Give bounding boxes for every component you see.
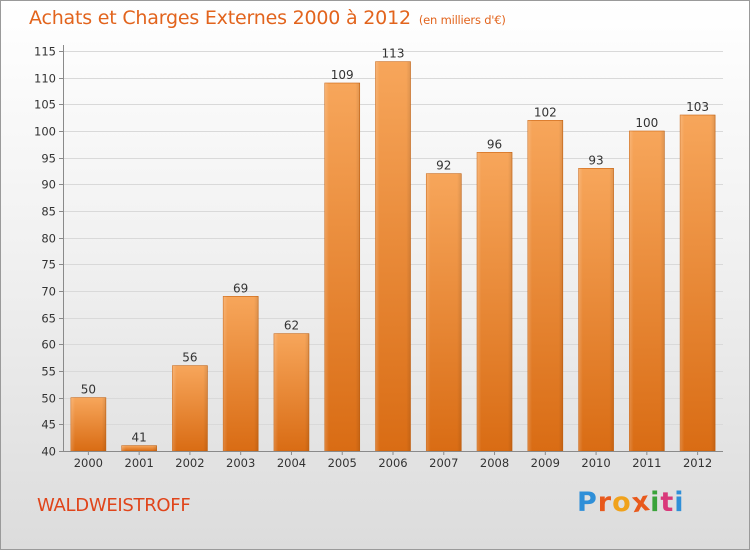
x-tick-label: 2008 <box>480 456 509 470</box>
bar-shading <box>477 152 513 452</box>
bar-shading <box>121 445 157 451</box>
x-tick-label: 2000 <box>74 456 103 470</box>
data-label: 69 <box>233 281 248 295</box>
data-label: 109 <box>331 68 354 82</box>
label-layer: 50 41 56 69 62 109 113 92 96 102 93 100 103 <box>81 47 709 445</box>
y-tick-label: 40 <box>41 445 56 459</box>
y-tick-label: 55 <box>41 365 56 379</box>
bar-layer <box>70 61 716 452</box>
commune-name: WALDWEISTROFF <box>37 495 191 516</box>
data-label: 113 <box>382 47 405 61</box>
data-label: 93 <box>588 153 603 167</box>
bar-shading <box>578 168 614 452</box>
y-tick-label: 60 <box>41 338 56 352</box>
logo-letter: r <box>597 487 613 518</box>
bar-shading <box>273 333 309 451</box>
logo-letter: P <box>577 487 598 518</box>
data-label: 50 <box>81 383 96 397</box>
x-tick-label: 2003 <box>226 456 255 470</box>
bar-shading <box>223 296 259 451</box>
proxiti-logo[interactable]: Proxiti <box>577 485 685 520</box>
logo-letter: i <box>674 487 685 518</box>
y-tick-label: 65 <box>41 312 56 326</box>
y-tick-label: 95 <box>41 152 56 166</box>
chart-subtitle: (en milliers d'€) <box>418 13 506 27</box>
y-tick-label: 45 <box>41 418 56 432</box>
y-tick-label: 90 <box>41 178 56 192</box>
data-label: 102 <box>534 105 557 119</box>
data-label: 62 <box>284 319 299 333</box>
bar-shading <box>70 397 106 451</box>
logo-letter: t <box>660 487 675 518</box>
data-label: 96 <box>487 137 502 151</box>
y-tick-label: 75 <box>41 258 56 272</box>
bar-shading <box>527 120 563 451</box>
axis-layer: 40 45 50 55 60 65 70 75 80 85 90 95 100 105 110 115 2000… <box>34 45 723 470</box>
y-tick-label: 100 <box>34 125 56 139</box>
chart-title: Achats et Charges Externes 2000 à 2012 (e… <box>29 7 506 29</box>
y-tick-label: 50 <box>41 392 56 406</box>
chart-title-text: Achats et Charges Externes 2000 à 2012 <box>29 7 411 29</box>
y-tick-label: 85 <box>41 205 56 219</box>
logo-letter: i <box>650 487 661 518</box>
data-label: 100 <box>635 116 658 130</box>
bar-shading <box>629 131 665 451</box>
y-tick-label: 105 <box>34 98 56 112</box>
bar-shading <box>172 365 208 451</box>
x-tick-label: 2009 <box>531 456 560 470</box>
bar-shading <box>426 173 462 451</box>
x-tick-label: 2012 <box>683 456 712 470</box>
logo-letter: x <box>629 485 653 520</box>
y-tick-label: 80 <box>41 232 56 246</box>
logo-letter: o <box>612 487 632 518</box>
y-tick-label: 115 <box>34 45 56 59</box>
data-label: 103 <box>686 100 709 114</box>
x-tick-label: 2005 <box>328 456 357 470</box>
x-tick-label: 2001 <box>125 456 154 470</box>
x-tick-label: 2007 <box>429 456 458 470</box>
data-label: 56 <box>182 351 197 365</box>
bar-shading <box>680 115 716 451</box>
x-tick-label: 2011 <box>632 456 661 470</box>
data-label: 92 <box>436 159 451 173</box>
x-tick-label: 2002 <box>175 456 204 470</box>
y-tick-label: 110 <box>34 72 56 86</box>
data-label: 41 <box>132 431 147 445</box>
x-tick-label: 2004 <box>277 456 306 470</box>
bar-shading <box>375 61 411 452</box>
bar-shading <box>324 83 360 451</box>
y-tick-label: 70 <box>41 285 56 299</box>
x-tick-label: 2006 <box>378 456 407 470</box>
x-tick-label: 2010 <box>581 456 610 470</box>
